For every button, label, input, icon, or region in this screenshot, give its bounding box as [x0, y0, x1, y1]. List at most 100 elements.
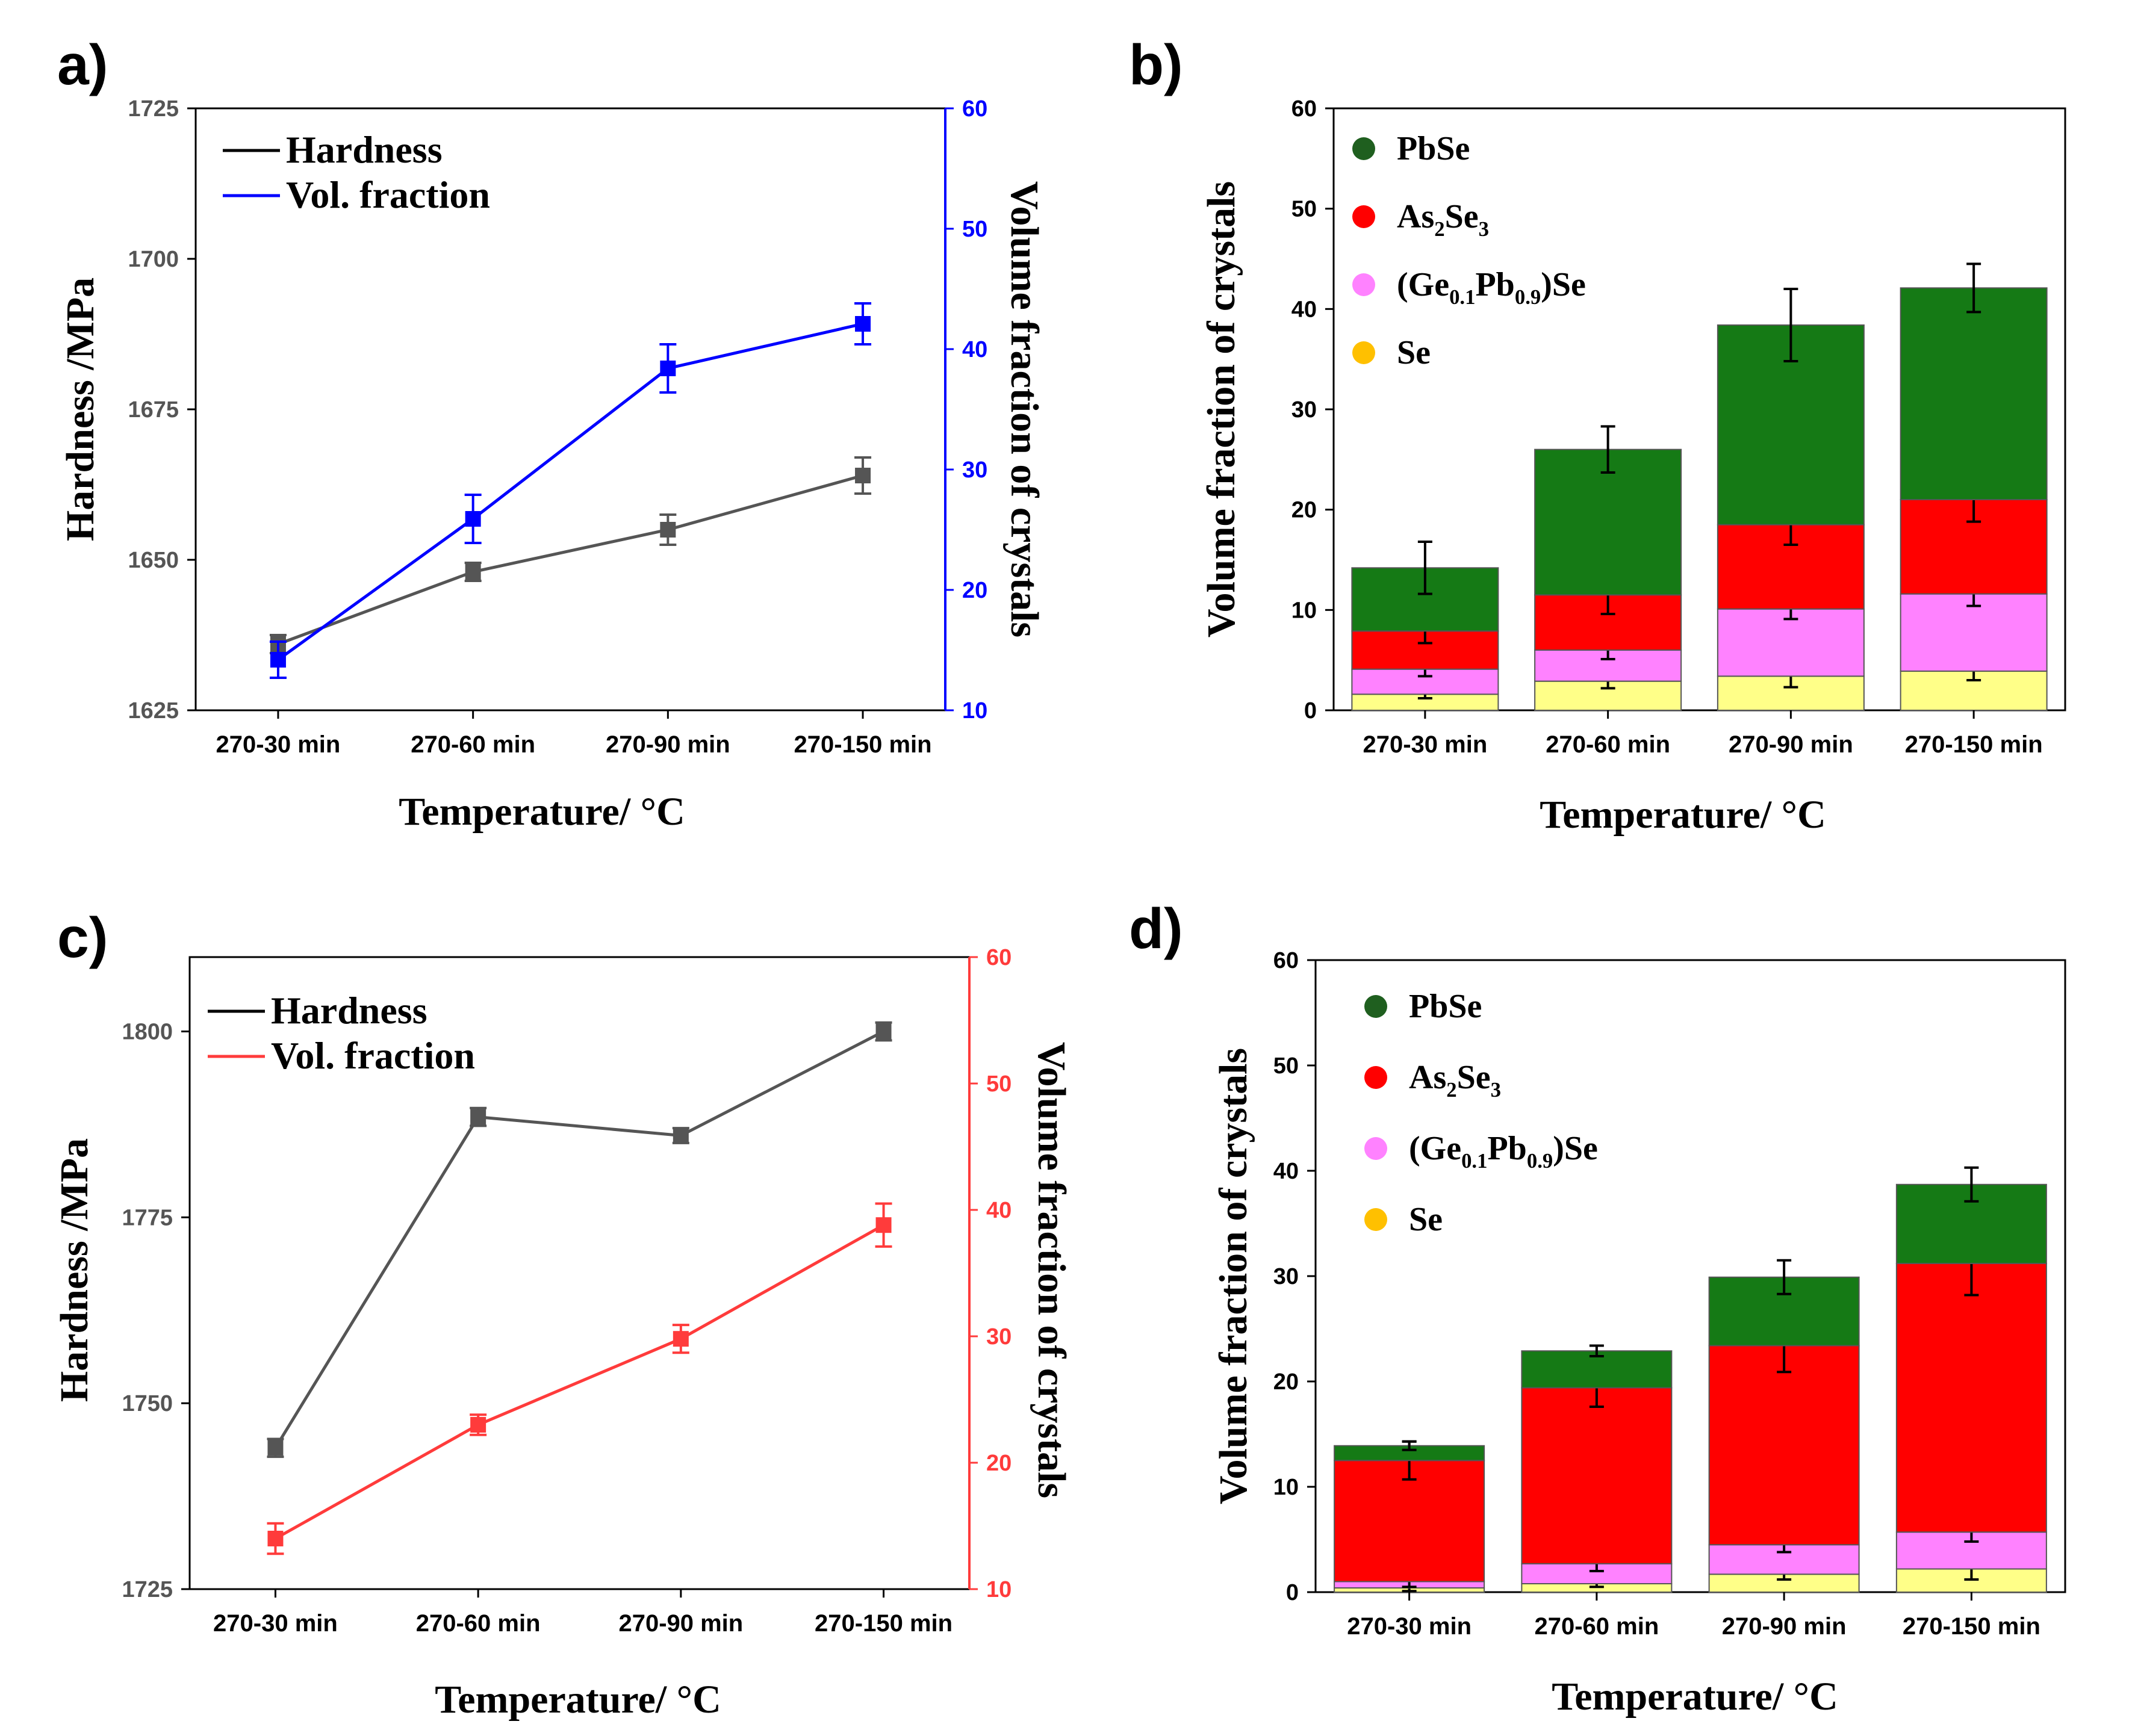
legend-text-part: As	[1397, 198, 1434, 235]
legend-text-part: 2	[1434, 217, 1444, 241]
x-tick-label: 270-30 min	[216, 731, 341, 758]
y-tick-label: 1800	[122, 1020, 173, 1045]
x-axis-title: Temperature/ °C	[1552, 1675, 1838, 1719]
y-tick-label: 1700	[128, 247, 179, 272]
y-tick-label: 0	[1304, 698, 1317, 724]
x-tick-label: 270-60 min	[1546, 731, 1670, 758]
legend-text-part: (Ge	[1409, 1130, 1461, 1167]
y-tick-label: 1650	[128, 548, 179, 573]
legend-label: PbSe	[1397, 130, 1470, 167]
legend-text-part: 0.1	[1449, 285, 1475, 309]
legend-text-part: )Se	[1541, 266, 1586, 303]
legend-marker-ge0-1pb0-9-se	[1352, 273, 1375, 296]
y2-tick-label: 40	[962, 337, 987, 362]
x-tick-label: 270-150 min	[1903, 1613, 2040, 1640]
y-tick-label: 1675	[128, 397, 179, 423]
legend-label: Vol. fraction	[271, 1034, 475, 1077]
x-tick-label: 270-90 min	[618, 1610, 743, 1637]
legend-text-part: 0.9	[1515, 285, 1541, 309]
legend-marker-as2se3	[1364, 1066, 1387, 1089]
data-point-hardness	[673, 1127, 689, 1144]
y2-tick-label: 10	[986, 1577, 1012, 1602]
y-tick-label: 40	[1273, 1159, 1299, 1184]
data-point-vol-fraction	[267, 1531, 284, 1546]
y2-tick-label: 60	[962, 96, 987, 122]
panel-label: b)	[1129, 33, 1183, 97]
x-axis-title: Temperature/ °C	[399, 790, 685, 834]
legend-label: Se	[1409, 1201, 1443, 1238]
x-tick-label: 270-90 min	[1722, 1613, 1847, 1640]
legend-label: Vol. fraction	[286, 173, 490, 216]
bar-segment-as2se3	[1708, 1345, 1860, 1546]
panel-label: a)	[57, 33, 108, 97]
x-tick-label: 270-90 min	[1729, 731, 1853, 758]
bar-segment-ge0-1pb0-9-se	[1895, 1531, 2047, 1570]
y-tick-label: 10	[1291, 598, 1317, 623]
panel-label: c)	[57, 906, 108, 970]
legend-marker-se	[1352, 341, 1375, 364]
y-tick-label: 40	[1291, 297, 1317, 322]
x-tick-label: 270-60 min	[1534, 1613, 1659, 1640]
panel-label: d)	[1129, 897, 1183, 961]
legend-label: As2Se3	[1397, 198, 1489, 241]
y-tick-label: 30	[1273, 1264, 1299, 1289]
y-tick-label: 1725	[122, 1577, 173, 1602]
legend-text-part: 3	[1491, 1078, 1501, 1102]
y-axis-title: Volume fraction of crystals	[1199, 181, 1243, 637]
legend-text-part: Pb	[1475, 266, 1514, 303]
legend-marker-ge0-1pb0-9-se	[1364, 1137, 1387, 1160]
bar-segment-as2se3	[1521, 1387, 1673, 1564]
legend-marker-pbse	[1364, 995, 1387, 1018]
y-tick-label: 1625	[128, 698, 179, 724]
series-line-vol-fraction	[275, 1224, 884, 1540]
legend-label: PbSe	[1409, 988, 1482, 1025]
data-point-vol-fraction	[470, 1417, 486, 1433]
x-tick-label: 270-150 min	[1905, 731, 2043, 758]
legend-text-part: As	[1409, 1059, 1446, 1096]
legend-label: As2Se3	[1409, 1059, 1501, 1102]
y-tick-label: 1750	[122, 1391, 173, 1416]
y-tick-label: 60	[1291, 96, 1317, 122]
x-tick-label: 270-150 min	[815, 1610, 953, 1637]
legend-text-part: 2	[1446, 1078, 1456, 1102]
legend-text-part: Pb	[1487, 1130, 1526, 1167]
data-point-hardness	[267, 1440, 284, 1456]
x-tick-label: 270-30 min	[1347, 1613, 1472, 1640]
legend-text-part: 3	[1479, 217, 1489, 241]
legend-text-part: Se	[1445, 198, 1479, 235]
x-axis-title: Temperature/ °C	[1540, 793, 1826, 837]
y-tick-label: 20	[1291, 498, 1317, 523]
legend-text-part: Se	[1457, 1059, 1491, 1096]
panel-b: b) 0 10 20 30 40 50 60 270-30 min 270-60 min 270-9…	[1129, 33, 2066, 837]
legend-marker-se	[1364, 1208, 1387, 1231]
data-point-hardness	[470, 1109, 486, 1125]
y2-tick-label: 20	[962, 578, 987, 603]
y2-tick-label: 30	[986, 1324, 1012, 1350]
y2-axis-title: Volume fraction of crystals	[1030, 1042, 1074, 1498]
legend-marker-pbse	[1352, 137, 1375, 160]
legend-text-part: (Ge	[1397, 266, 1449, 303]
bar-segment-pbse	[1900, 287, 2048, 500]
data-point-vol-fraction	[660, 361, 676, 376]
x-tick-label: 270-60 min	[411, 731, 535, 758]
x-axis-title: Temperature/ °C	[435, 1678, 721, 1722]
y-tick-label: 20	[1273, 1369, 1299, 1395]
y-tick-label: 30	[1291, 397, 1317, 423]
series-line-hardness	[278, 474, 863, 646]
x-tick-label: 270-30 min	[213, 1610, 338, 1637]
bar-segment-pbse	[1334, 1445, 1485, 1462]
y2-tick-label: 60	[986, 945, 1012, 970]
y2-tick-label: 10	[962, 698, 987, 724]
y2-tick-label: 20	[986, 1451, 1012, 1476]
bar-segment-pbse	[1534, 448, 1682, 596]
series-line-vol-fraction	[277, 322, 863, 662]
legend-label: Se	[1397, 334, 1431, 371]
bar-segment-as2se3	[1895, 1263, 2047, 1533]
y-tick-label: 1775	[122, 1205, 173, 1230]
data-point-hardness	[465, 564, 481, 580]
legend-text-part: 0.9	[1527, 1149, 1553, 1173]
y-tick-label: 1725	[128, 96, 179, 122]
data-point-vol-fraction	[875, 1217, 892, 1233]
data-point-hardness	[875, 1023, 892, 1040]
